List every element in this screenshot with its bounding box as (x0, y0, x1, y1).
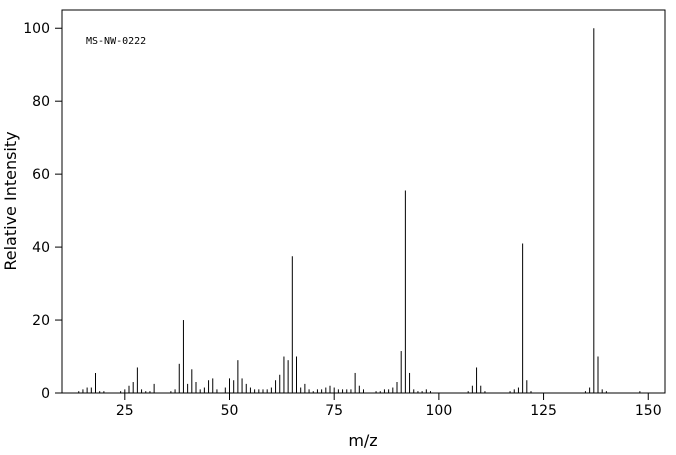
x-tick-label: 75 (325, 403, 343, 419)
y-tick-label: 80 (32, 94, 50, 110)
y-tick-label: 100 (23, 21, 50, 37)
x-tick-label: 125 (530, 403, 557, 419)
y-tick-label: 40 (32, 240, 50, 256)
x-tick-label: 50 (221, 403, 239, 419)
annotation: MS-NW-0222 (86, 36, 146, 47)
x-axis-label: m/z (348, 431, 377, 450)
y-axis-label: Relative Intensity (1, 131, 20, 270)
y-tick-label: 20 (32, 313, 50, 329)
y-tick-label: 0 (41, 386, 50, 402)
x-tick-label: 150 (635, 403, 662, 419)
x-tick-label: 25 (116, 403, 134, 419)
y-tick-label: 60 (32, 167, 50, 183)
plot-frame (61, 9, 666, 394)
x-tick-label: 100 (426, 403, 453, 419)
